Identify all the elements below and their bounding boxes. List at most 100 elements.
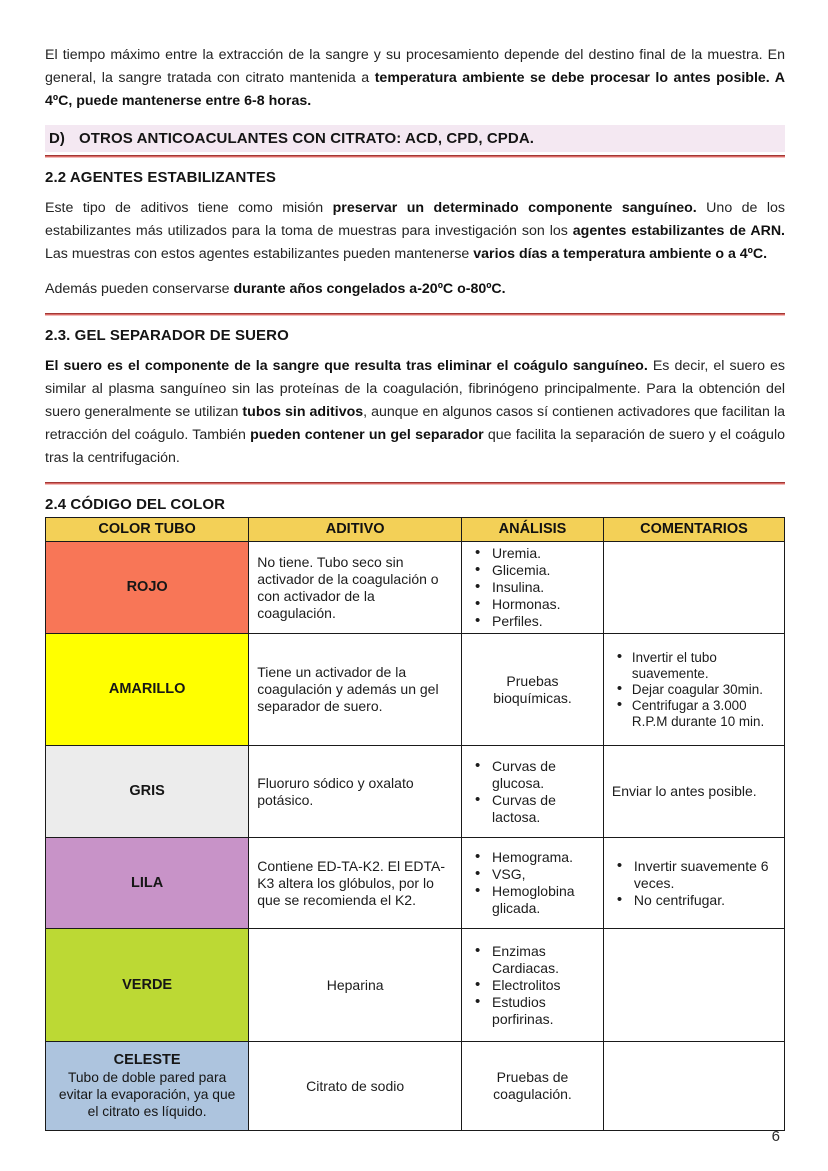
tube-color-name: LILA: [131, 874, 164, 891]
bullet-item: VSG,: [470, 865, 595, 883]
section-2-2-title: 2.2 AGENTES ESTABILIZANTES: [45, 169, 276, 186]
table-row-gris: GRIS Fluoruro sódico y oxalato potásico.…: [44, 745, 786, 838]
text-segment-bold: tubos sin aditivos: [242, 404, 364, 420]
bullet-item: Hormonas.: [470, 595, 595, 613]
analisis-bullet-list: Uremia. Glicemia. Insulina. Hormonas. Pe…: [470, 544, 595, 630]
bullet-item: Dejar coagular 30min.: [612, 681, 776, 698]
text-segment-bold: pueden contener un gel separador: [250, 427, 484, 443]
heading-d-label: D): [49, 130, 66, 147]
section-2-2-paragraph-2: Además pueden conservarse durante años c…: [45, 278, 785, 301]
bullet-item: Invertir suavemente 6 veces.: [612, 857, 776, 892]
aditivo-text: Fluoruro sódico y oxalato potásico.: [257, 774, 414, 808]
bullet-item: Uremia.: [470, 544, 595, 562]
page-content: El tiempo máximo entre la extracción de …: [44, 0, 786, 1131]
aditivo-cell: Tiene un activador de la coagulación y a…: [248, 633, 463, 746]
section-2-4-title: 2.4 CÓDIGO DEL COLOR: [45, 496, 226, 513]
analisis-cell: Pruebas de coagulación.: [461, 1041, 604, 1131]
comentarios-cell-empty: [602, 541, 786, 634]
tube-color-cell: LILA: [44, 837, 250, 929]
bullet-item: Glicemia.: [470, 561, 595, 579]
intro-text-bold: temperatura ambiente se debe procesar lo…: [45, 70, 785, 109]
section-divider-rule: [45, 482, 785, 485]
page-number: 6: [771, 1128, 780, 1145]
heading-otros-anticoagulantes: D) OTROS ANTICOACULANTES CON CITRATO: ACD…: [45, 125, 785, 152]
aditivo-cell: Contiene ED-TA-K2. El EDTA-K3 altera los…: [248, 837, 463, 929]
bullet-item: Curvas de glucosa.: [470, 757, 595, 792]
comentarios-cell-empty: [602, 1041, 786, 1131]
section-divider-rule: [45, 313, 785, 316]
text-segment-bold: varios días a temperatura ambiente o a 4…: [473, 246, 768, 262]
tube-color-code-table: COLOR TUBO ADITIVO ANÁLISIS COMENTARIOS …: [44, 517, 786, 1131]
analisis-cell: Pruebas bioquímicas.: [461, 633, 604, 746]
header-aditivo: ADITIVO: [248, 517, 463, 542]
table-row-verde: VERDE Heparina Enzimas Cardiacas. Electr…: [44, 928, 786, 1042]
aditivo-text: Contiene ED-TA-K2. El EDTA-K3 altera los…: [257, 857, 445, 908]
analisis-bullet-list: Hemograma. VSG, Hemoglobina glicada.: [470, 848, 595, 917]
analisis-bullet-list: Enzimas Cardiacas. Electrolitos Estudios…: [470, 942, 595, 1028]
heading-d-text: OTROS ANTICOACULANTES CON CITRATO: ACD, …: [79, 130, 535, 147]
aditivo-cell: Fluoruro sódico y oxalato potásico.: [248, 745, 463, 838]
bullet-item: Hemograma.: [470, 848, 595, 866]
tube-color-cell: CELESTE Tubo de doble pared para evitar …: [44, 1041, 250, 1131]
bullet-item: Estudios porfirinas.: [470, 993, 595, 1028]
aditivo-text: Heparina: [326, 976, 384, 993]
aditivo-cell: No tiene. Tubo seco sin activador de la …: [248, 541, 463, 634]
bullet-item: Enzimas Cardiacas.: [470, 942, 595, 977]
section-divider-rule: [45, 155, 785, 158]
intro-text-normal: El tiempo máximo entre la extracción de …: [45, 47, 785, 86]
bullet-item: Centrifugar a 3.000 R.P.M durante 10 min…: [612, 697, 776, 730]
intro-paragraph: El tiempo máximo entre la extracción de …: [45, 44, 785, 113]
text-segment-bold: agentes estabilizantes de ARN.: [572, 223, 786, 239]
analisis-cell: Curvas de glucosa. Curvas de lactosa.: [461, 745, 604, 838]
bullet-item: Insulina.: [470, 578, 595, 596]
analisis-bullet-list: Curvas de glucosa. Curvas de lactosa.: [470, 757, 595, 826]
text-segment: Además pueden conservarse: [45, 281, 234, 297]
tube-color-name: ROJO: [126, 579, 168, 595]
comentarios-cell: Invertir suavemente 6 veces. No centrifu…: [602, 837, 786, 929]
analisis-cell: Hemograma. VSG, Hemoglobina glicada.: [461, 837, 604, 929]
tube-color-cell: ROJO: [44, 541, 250, 634]
tube-color-name: VERDE: [122, 976, 173, 993]
header-color-tubo: COLOR TUBO: [44, 517, 250, 542]
bullet-item: Invertir el tubo suavemente.: [612, 649, 776, 682]
tube-color-description: Tubo de doble pared para evitar la evapo…: [58, 1070, 236, 1119]
bullet-item: Curvas de lactosa.: [470, 791, 595, 826]
tube-color-cell: GRIS: [44, 745, 250, 838]
table-row-rojo: ROJO No tiene. Tubo seco sin activador d…: [44, 541, 786, 634]
table-row-amarillo: AMARILLO Tiene un activador de la coagul…: [44, 633, 786, 746]
text-segment: Este tipo de aditivos tiene como misión: [45, 200, 333, 216]
aditivo-text: No tiene. Tubo seco sin activador de la …: [257, 553, 439, 621]
tube-color-cell: AMARILLO: [44, 633, 250, 746]
comentarios-bullet-list: Invertir suavemente 6 veces. No centrifu…: [612, 857, 776, 909]
text-segment-bold: durante años congelados a-20ºC o-80ºC.: [233, 281, 506, 297]
text-segment: , aunque en algunos casos sí contienen a…: [45, 404, 785, 443]
bullet-item: Hemoglobina glicada.: [470, 882, 595, 917]
text-segment-bold: El suero es el componente de la sangre q…: [45, 358, 648, 374]
table-row-celeste: CELESTE Tubo de doble pared para evitar …: [44, 1041, 786, 1131]
comentarios-cell: Invertir el tubo suavemente. Dejar coagu…: [602, 633, 786, 746]
section-2-2-paragraph-1: Este tipo de aditivos tiene como misión …: [45, 197, 785, 266]
section-2-3-title: 2.3. GEL SEPARADOR DE SUERO: [45, 327, 289, 344]
aditivo-text: Citrato de sodio: [306, 1077, 405, 1094]
comentarios-text: Enviar lo antes posible.: [611, 783, 757, 799]
section-2-3-paragraph-1: El suero es el componente de la sangre q…: [45, 355, 785, 470]
header-analisis: ANÁLISIS: [461, 517, 604, 542]
tube-color-name: CELESTE: [113, 1052, 181, 1068]
bullet-item: Electrolitos: [470, 976, 595, 994]
bullet-item: Perfiles.: [470, 612, 595, 630]
text-segment: Las muestras con estos agentes estabiliz…: [45, 246, 474, 262]
analisis-text: Pruebas de coagulación.: [493, 1069, 572, 1102]
table-row-lila: LILA Contiene ED-TA-K2. El EDTA-K3 alter…: [44, 837, 786, 929]
aditivo-cell: Heparina: [248, 928, 463, 1042]
header-comentarios: COMENTARIOS: [602, 517, 786, 542]
aditivo-text: Tiene un activador de la coagulación y a…: [257, 664, 439, 714]
tube-color-cell: VERDE: [44, 928, 250, 1042]
tube-color-name: GRIS: [129, 783, 165, 799]
comentarios-bullet-list: Invertir el tubo suavemente. Dejar coagu…: [612, 649, 776, 730]
comentarios-cell-empty: [602, 928, 786, 1042]
analisis-text: Pruebas bioquímicas.: [493, 672, 572, 706]
table-header-row: COLOR TUBO ADITIVO ANÁLISIS COMENTARIOS: [44, 517, 786, 542]
text-segment: Es decir, el suero es similar al plasma …: [45, 358, 785, 420]
comentarios-cell: Enviar lo antes posible.: [602, 745, 786, 838]
